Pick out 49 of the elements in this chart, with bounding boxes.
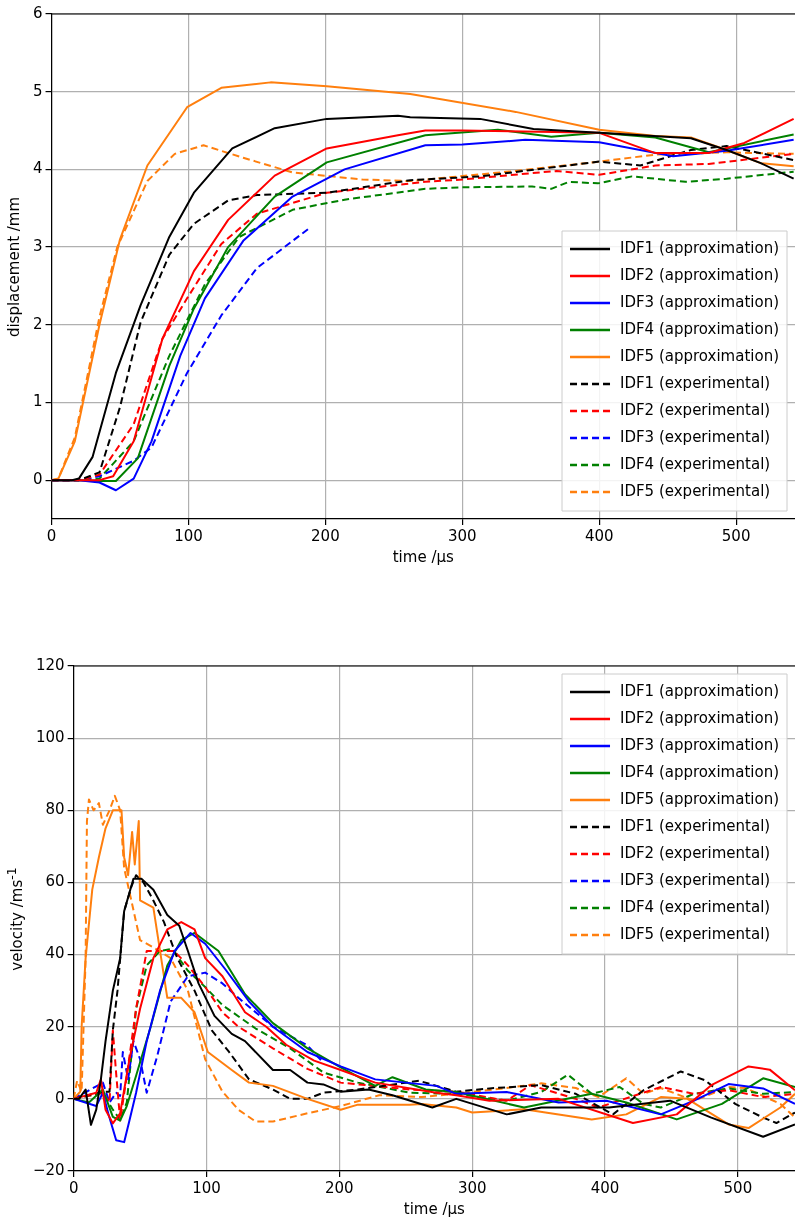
legend-label: IDF1 (approximation) (620, 681, 780, 700)
legend-label: IDF2 (approximation) (620, 708, 780, 727)
legend-label: IDF1 (experimental) (620, 373, 771, 392)
legend-label: IDF2 (approximation) (620, 265, 780, 284)
y-tick-label: 80 (45, 800, 65, 819)
y-tick-label: 5 (33, 81, 43, 100)
legend-label: IDF5 (experimental) (620, 481, 771, 500)
x-tick-label: 100 (174, 526, 203, 545)
legend-label: IDF2 (experimental) (620, 843, 771, 862)
legend-label: IDF1 (approximation) (620, 238, 780, 257)
x-tick-label: 300 (447, 526, 477, 545)
y-tick-label: −20 (33, 1160, 65, 1179)
legend-label: IDF2 (experimental) (620, 400, 771, 419)
legend-label: IDF4 (approximation) (620, 762, 780, 781)
legend-label: IDF3 (approximation) (620, 292, 780, 311)
x-tick-label: 500 (721, 526, 751, 545)
y-axis-title: displacement /mm (5, 196, 23, 337)
legend-label: IDF4 (experimental) (620, 897, 771, 916)
y-tick-label: 0 (55, 1088, 65, 1107)
y-tick-label: 4 (33, 159, 43, 178)
y-tick-label: 120 (36, 655, 65, 674)
legend-label: IDF5 (approximation) (620, 789, 780, 808)
y-tick-label: 6 (33, 3, 43, 22)
y-tick-label: 2 (33, 314, 43, 333)
y-tick-label: 60 (45, 872, 65, 891)
x-tick-label: 200 (325, 1178, 354, 1197)
legend-label: IDF4 (experimental) (620, 454, 771, 473)
legend-label: IDF3 (experimental) (620, 870, 771, 889)
x-axis-title: time /µs (403, 1199, 466, 1218)
x-tick-label: 500 (723, 1178, 753, 1197)
y-tick-label: 20 (45, 1016, 65, 1035)
x-tick-label: 0 (68, 1178, 79, 1197)
legend-label: IDF5 (approximation) (620, 346, 780, 365)
legend-label: IDF1 (experimental) (620, 816, 771, 835)
x-tick-label: 400 (590, 1178, 620, 1197)
x-tick-label: 400 (584, 526, 614, 545)
x-tick-label: 100 (192, 1178, 221, 1197)
legend-label: IDF5 (experimental) (620, 924, 771, 943)
legend-label: IDF3 (experimental) (620, 427, 771, 446)
legend-label: IDF4 (approximation) (620, 319, 780, 338)
y-tick-label: 1 (33, 392, 43, 411)
y-tick-label: 0 (33, 470, 43, 489)
y-tick-label: 100 (36, 728, 65, 747)
y-tick-label: 40 (45, 944, 65, 963)
x-tick-label: 200 (311, 526, 340, 545)
x-tick-label: 300 (457, 1178, 487, 1197)
x-axis-title: time /µs (392, 547, 454, 566)
y-tick-label: 3 (33, 236, 43, 255)
legend-label: IDF3 (approximation) (620, 735, 780, 754)
